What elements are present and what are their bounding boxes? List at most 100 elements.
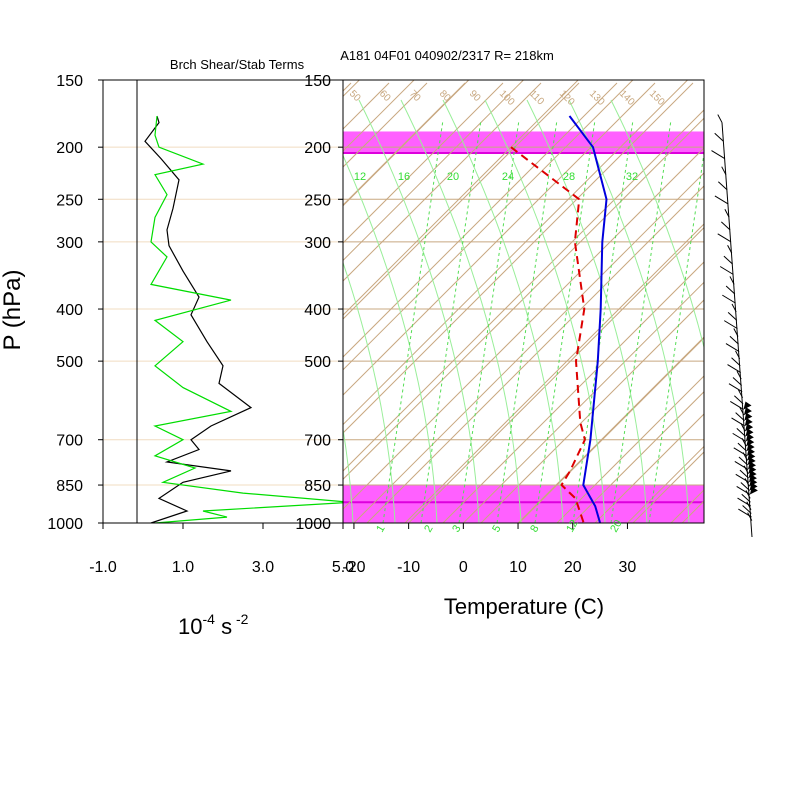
dry-adiabat (404, 223, 704, 523)
wind-barb (739, 406, 745, 416)
wind-barb (738, 456, 748, 466)
wind-barb (728, 383, 743, 393)
barb-staff (721, 122, 753, 538)
wind-barb-pennant (743, 407, 752, 416)
wind-barb-pennant (745, 423, 754, 432)
pressure-tick-label-left: 150 (56, 73, 83, 90)
dry-adiabat (480, 299, 704, 523)
left-x-tick-label: 1.0 (172, 559, 194, 576)
dry-adiabat (0, 83, 313, 543)
wind-barbs (711, 114, 758, 538)
wind-barb (740, 482, 750, 491)
mixing-ratio-line (458, 119, 520, 523)
mixing-ratio-bottom-label: 20 (608, 518, 625, 535)
wind-barb (727, 312, 738, 321)
right-x-tick-label: 20 (564, 559, 582, 576)
wind-barb (727, 245, 733, 254)
pressure-tick-label-right: 700 (304, 433, 331, 450)
dry-adiabat (343, 82, 504, 244)
theta-label: 90 (467, 88, 483, 104)
mixing-ratio-label: 24 (502, 171, 514, 183)
dry-adiabat (765, 83, 800, 543)
right-x-tick-label: 0 (459, 559, 468, 576)
left-x-tick-label: 5.0 (332, 559, 354, 576)
mixing-ratio-label: 32 (626, 171, 638, 183)
left-panel-title: Brch Shear/Stab Terms (170, 57, 305, 72)
wind-barb-pennant (746, 443, 755, 452)
wind-barb (732, 432, 747, 442)
mixing-ratio-bottom-label: 3 (450, 523, 463, 534)
theta-label: 60 (377, 88, 393, 104)
dry-adiabat (594, 413, 704, 523)
moist-adiabat (358, 99, 480, 523)
mixing-ratio-bottom-label: 1 (374, 523, 387, 534)
dry-adiabat (343, 82, 352, 92)
wind-barb (717, 114, 723, 123)
pressure-tick-label-left: 300 (56, 235, 83, 252)
wind-barb (717, 181, 728, 191)
isotherm (343, 80, 525, 262)
pressure-tick-label-left: 1000 (47, 516, 83, 533)
pressure-tick-label-left: 700 (56, 433, 83, 450)
left-x-tick-label: -1.0 (89, 559, 117, 576)
wind-barb (723, 255, 733, 265)
dry-adiabat (632, 451, 704, 523)
left-series-line (144, 115, 253, 523)
wind-barb (741, 438, 747, 447)
right-x-tick-label: -10 (397, 559, 420, 576)
figure-title: A181 04F01 040902/2317 R= 218km (340, 48, 554, 63)
mixing-ratio-line (572, 119, 634, 523)
pressure-tick-label-left: 500 (56, 354, 83, 371)
dry-adiabat (343, 109, 704, 472)
pressure-tick-label-right: 250 (304, 192, 331, 209)
mixing-ratio-label: 12 (354, 171, 366, 183)
wind-barb (735, 412, 745, 421)
isotherm (343, 80, 689, 426)
theta-label: 150 (647, 88, 667, 108)
mixing-ratio-bottom-label: 2 (422, 523, 435, 534)
dry-adiabat (727, 83, 800, 543)
wind-barb (747, 512, 753, 521)
moist-adiabat (526, 99, 648, 523)
wind-barb (714, 132, 724, 142)
y-axis-label: P (hPa) (0, 270, 26, 351)
moist-adiabat (442, 99, 564, 523)
skewt-panel: -20 -10 0 10 20 30 50 60 70 80 90 100 110 120 130 140 1… (0, 64, 800, 576)
isotherm (0, 64, 321, 535)
isotherm (343, 80, 415, 152)
wind-barb (744, 478, 750, 487)
pressure-tick-label-right: 1000 (295, 516, 331, 533)
wind-barb (737, 389, 744, 399)
wind-barb (729, 276, 735, 285)
wind-barb (737, 442, 747, 452)
moist-adiabat (343, 426, 354, 523)
x-axis-label-units: 10-4 s -2 (178, 611, 249, 639)
theta-label: 120 (557, 88, 577, 108)
wind-barb (719, 266, 734, 275)
wind-barb (731, 357, 741, 367)
dry-adiabat (556, 375, 704, 523)
moist-adiabat (343, 154, 438, 523)
dry-adiabat (366, 185, 704, 523)
isotherm (407, 226, 704, 523)
wind-barb-pennant (744, 417, 753, 426)
wind-barb (721, 221, 731, 231)
temperature-line (568, 115, 608, 523)
pressure-tick-label-left: 850 (56, 478, 83, 495)
pressure-tick-label-left: 200 (56, 140, 83, 157)
isotherm (462, 281, 704, 523)
dry-adiabat (343, 82, 542, 282)
wind-barb (711, 150, 725, 159)
dry-adiabat (343, 82, 618, 358)
wind-barb (740, 422, 746, 432)
isotherm (353, 172, 704, 523)
skewt-plot-frame (342, 79, 705, 524)
dry-adiabat (0, 83, 237, 543)
wind-barb (721, 166, 727, 175)
wind-barb (742, 505, 752, 514)
mixing-ratio-bottom-label: 8 (528, 523, 541, 534)
isotherm (343, 80, 470, 207)
left-panel: -1.0 1.0 3.0 5.0 (89, 79, 354, 576)
theta-label: 70 (407, 88, 423, 104)
